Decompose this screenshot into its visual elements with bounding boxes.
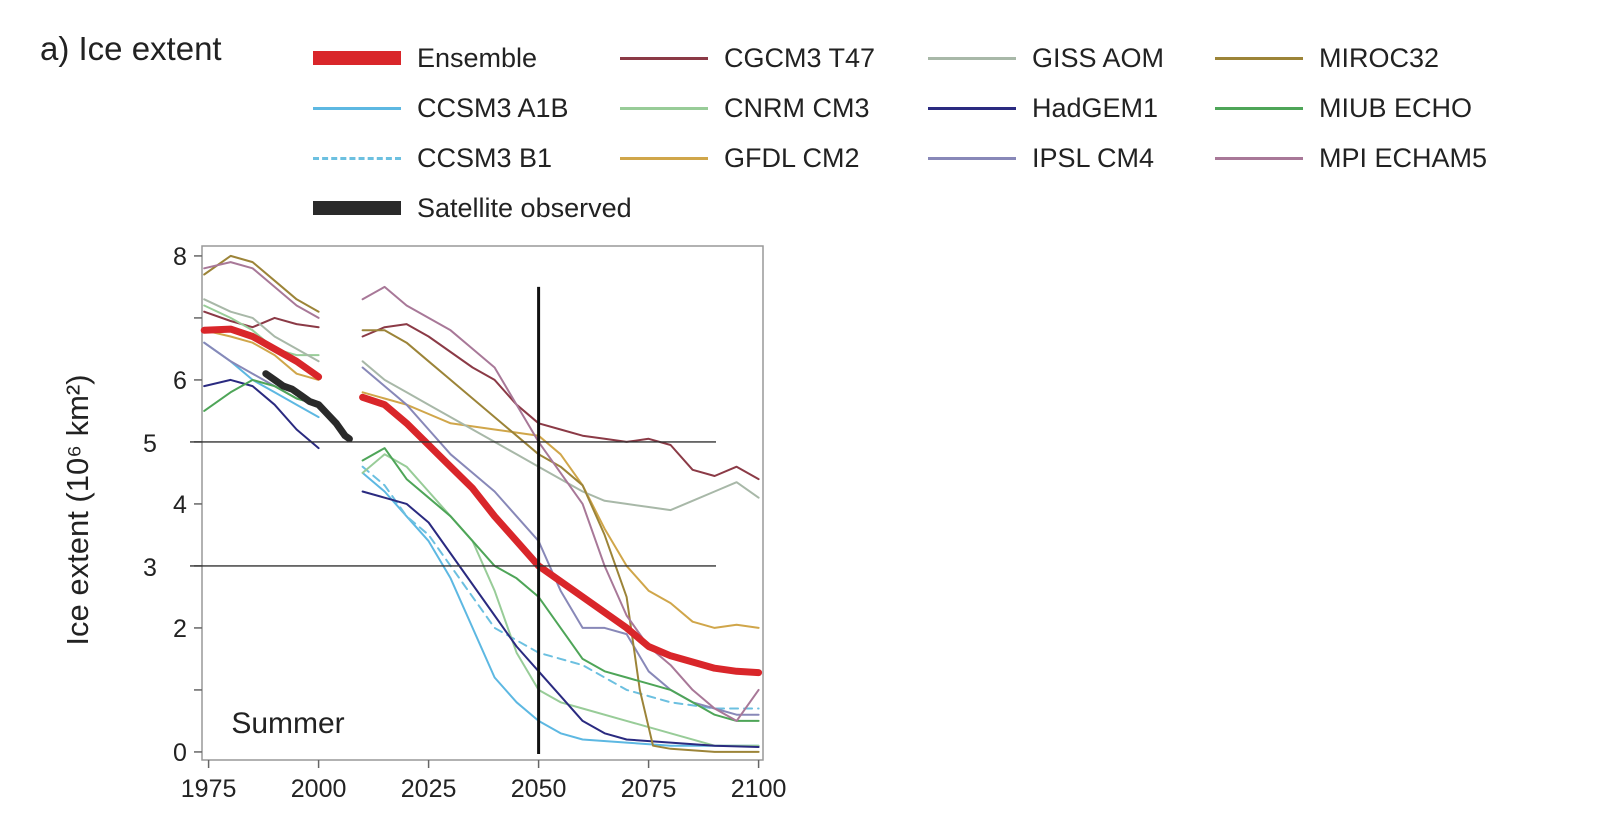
- legend-item: CNRM CM3: [620, 93, 870, 123]
- legend-label: MIROC32: [1319, 42, 1440, 73]
- series-cgcm3-t47-historical: [203, 310, 320, 329]
- series-gfdl-cm2-projection: [361, 391, 760, 629]
- series-mpi-echam5-projection: [361, 285, 760, 722]
- series-miroc32-projection: [361, 329, 760, 753]
- legend-label: CNRM CM3: [724, 92, 870, 123]
- annotation-y-label: 5: [143, 430, 157, 458]
- legend-label: GISS AOM: [1032, 42, 1165, 73]
- legend-swatch: [928, 106, 1016, 110]
- y-tick-label: 6: [173, 367, 187, 395]
- legend-item: MIUB ECHO: [1215, 93, 1472, 123]
- series-satellite-observed-historical: [262, 370, 353, 443]
- y-axis-label: Ice extent (10⁶ km²): [60, 374, 95, 645]
- legend-swatch: [620, 106, 708, 110]
- y-tick-label: 8: [173, 243, 187, 271]
- x-tick-label: 1975: [181, 775, 237, 803]
- legend-label: MIUB ECHO: [1319, 92, 1473, 123]
- y-tick-label: 4: [173, 491, 187, 519]
- series-hadgem1-projection: [361, 490, 760, 748]
- legend-swatch: [928, 156, 1016, 160]
- legend-label: Satellite observed: [417, 192, 632, 223]
- series-miroc32-historical: [203, 254, 320, 313]
- plot-frame: [201, 245, 764, 761]
- legend-item: HadGEM1: [928, 93, 1158, 123]
- x-tick-label: 2050: [511, 775, 567, 803]
- chart-title: a) Ice extent: [40, 30, 222, 67]
- series-mpi-echam5-historical: [203, 261, 320, 319]
- legend-label: Ensemble: [417, 42, 538, 73]
- series-cgcm3-t47-projection: [361, 323, 760, 481]
- y-tick-label: 2: [173, 615, 187, 643]
- series-giss-aom-historical: [203, 298, 320, 363]
- x-tick-label: 2100: [731, 775, 787, 803]
- legend-item: MPI ECHAM5: [1215, 143, 1487, 173]
- series-ccsm3-a1b-projection: [361, 471, 760, 747]
- legend-swatch: [313, 106, 401, 110]
- series-gfdl-cm2-historical: [203, 329, 320, 381]
- legend-label: CGCM3 T47: [724, 42, 876, 73]
- series-ensemble-historical: [200, 325, 323, 381]
- legend-swatch: [1215, 56, 1303, 60]
- legend-swatch: [1215, 106, 1303, 110]
- legend-swatch: [620, 56, 708, 60]
- series-cnrm-cm3-projection: [361, 453, 760, 747]
- series-ensemble-projection: [359, 393, 763, 677]
- legend-label: HadGEM1: [1032, 92, 1159, 123]
- x-tick-label: 2075: [621, 775, 677, 803]
- legend-label: CCSM3 B1: [417, 142, 553, 173]
- legend-item: GISS AOM: [928, 43, 1164, 73]
- x-tick-label: 2000: [291, 775, 347, 803]
- panel-label-summer: Summer: [231, 707, 344, 740]
- legend-item: GFDL CM2: [620, 143, 860, 173]
- legend-item: CCSM3 B1: [313, 143, 552, 173]
- y-tick-label: 0: [173, 739, 187, 767]
- legend-item: CCSM3 A1B: [313, 93, 569, 123]
- legend-swatch: [1215, 156, 1303, 160]
- legend-item: Ensemble: [313, 43, 537, 73]
- series-miub-echo-projection: [361, 447, 760, 722]
- legend-swatch: [313, 201, 401, 215]
- series-hadgem1-historical: [203, 378, 320, 450]
- legend-item: MIROC32: [1215, 43, 1439, 73]
- legend-item: Satellite observed: [313, 193, 632, 223]
- series-giss-aom-projection: [361, 360, 760, 512]
- legend-item: IPSL CM4: [928, 143, 1154, 173]
- legend-item: CGCM3 T47: [620, 43, 875, 73]
- legend-swatch: [928, 56, 1016, 60]
- legend-label: CCSM3 A1B: [417, 92, 569, 123]
- series-ccsm3-b1-projection: [361, 465, 760, 710]
- legend-swatch: [313, 156, 401, 160]
- legend-swatch: [313, 51, 401, 65]
- series-miub-echo-historical: [203, 378, 320, 412]
- legend-label: GFDL CM2: [724, 142, 860, 173]
- legend-label: MPI ECHAM5: [1319, 142, 1488, 173]
- legend-swatch: [620, 156, 708, 160]
- legend-label: IPSL CM4: [1032, 142, 1155, 173]
- x-tick-label: 2025: [401, 775, 457, 803]
- annotation-y-label: 3: [143, 554, 157, 582]
